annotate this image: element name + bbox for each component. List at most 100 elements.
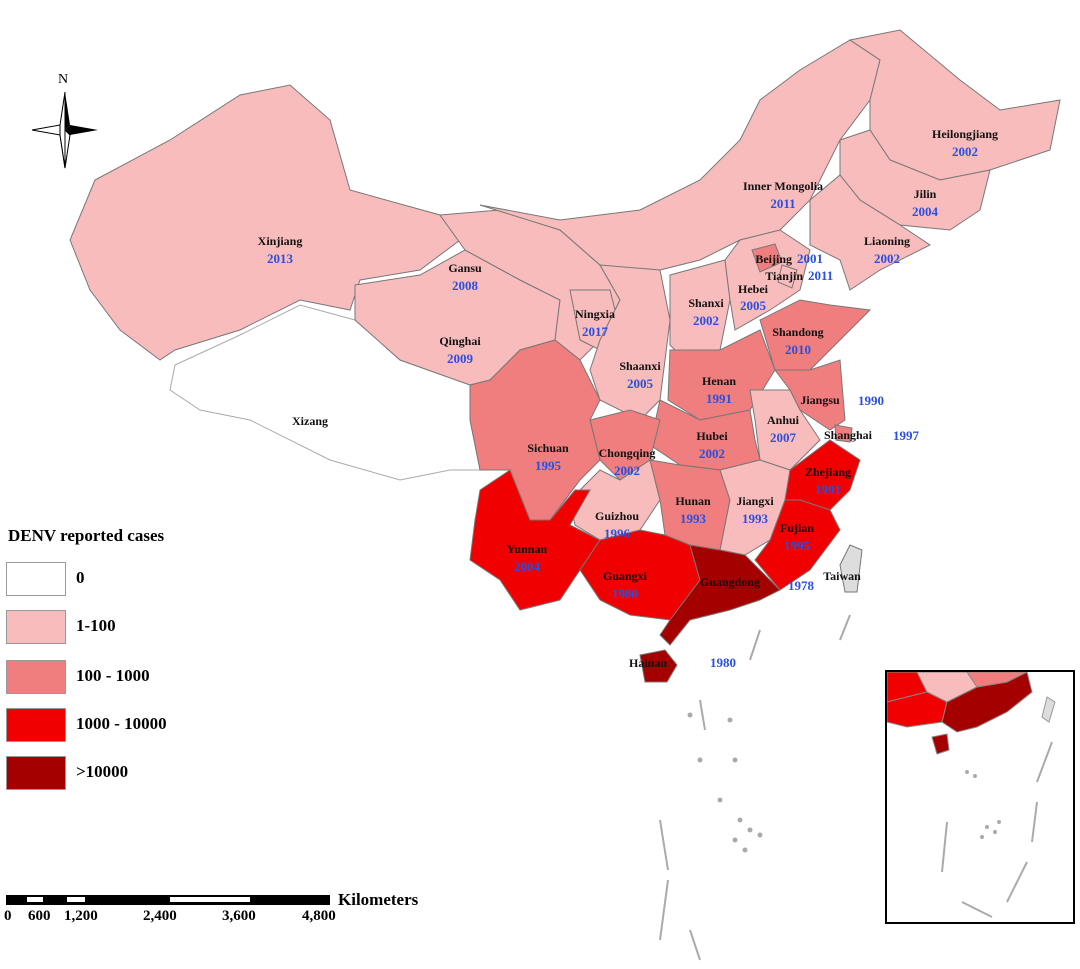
province-shape [754,499,841,591]
province-shape [469,339,601,521]
province-shaanxi [589,264,671,421]
first-report-year: 1978 [788,578,815,593]
first-report-year: 2010 [785,342,811,357]
first-report-year: 1991 [815,482,841,497]
scale-tick: 2,400 [143,908,177,924]
province-name: Henan [702,374,736,388]
province-labels: Xinjiang 2013 Xizang Qinghai 2009 Gansu 2008 In… [258,127,998,670]
first-report-year: 2009 [447,351,474,366]
north-label: N [58,72,69,87]
first-report-year: 2002 [614,463,640,478]
legend-item: 1000 - 10000 [6,708,306,744]
province-name: Qinghai [439,334,481,348]
first-report-year: 2005 [740,298,767,313]
province-tianjin [777,264,798,289]
province-shape [749,389,821,471]
province-name: Shanghai [824,428,873,442]
province-shape [839,544,863,593]
legend-title: DENV reported cases [8,526,165,545]
scale-bar [6,895,330,905]
first-report-year: 2002 [952,144,978,159]
first-report-year: 2008 [452,278,479,293]
legend-swatch [6,610,66,644]
compass-rose-icon [31,91,98,169]
legend-swatch [6,708,66,742]
province-name: Yunnan [507,542,548,556]
province-name: Hebei [738,282,769,296]
province-name: Tianjin [765,269,803,283]
province-jilin [839,129,991,231]
legend-swatch [6,562,66,596]
province-fujian [754,499,841,591]
province-name: Shaanxi [619,359,661,373]
scale-tick: 0 [4,908,12,924]
first-report-year: 2002 [693,313,719,328]
province-name: Anhui [767,413,800,427]
legend-item: 1-100 [6,610,306,646]
legend-label: 1-100 [76,616,116,635]
first-report-year: 1991 [706,391,732,406]
province-name: Xinjiang [258,234,303,248]
province-shape [659,544,781,646]
province-shape [724,229,811,331]
scale-tick: 1,200 [64,908,98,924]
scale-unit: Kilometers [338,890,419,909]
legend-swatch [6,660,66,694]
province-liaoning [809,174,931,291]
province-name: Shanxi [688,296,724,310]
province-name: Hainan [629,656,667,670]
first-report-year: 1990 [858,393,884,408]
province-hebei [724,229,811,331]
province-shape [589,264,671,421]
province-taiwan [839,544,863,593]
province-beijing [751,243,783,273]
province-name: Jiangsu [800,393,840,407]
province-name: Zhejiang [805,465,851,479]
first-report-year: 2005 [627,376,654,391]
province-shape [809,174,931,291]
province-shape [751,243,783,273]
province-name: Guangxi [603,569,648,583]
province-name: Chongqing [599,446,656,460]
first-report-year: 1980 [710,655,736,670]
inset-map [887,672,1056,918]
first-report-year: 1995 [784,538,811,553]
first-report-year: 2004 [912,204,939,219]
legend-label: >10000 [76,762,129,781]
first-report-year: 1995 [535,458,562,473]
first-report-year: 1980 [612,586,638,601]
first-report-year: 2011 [770,196,795,211]
scale-tick: 4,800 [302,908,336,924]
province-name: Heilongjiang [932,127,998,141]
legend-item: >10000 [6,756,306,792]
legend-label: 0 [76,568,85,587]
first-report-year: 2017 [582,324,609,339]
scale-tick: 600 [28,908,51,924]
legend-swatch [6,756,66,790]
legend-label: 1000 - 10000 [76,714,167,733]
province-name: Jilin [914,187,937,201]
province-name: Taiwan [823,569,861,583]
province-shape [69,84,461,361]
province-shape [777,264,798,289]
south-china-sea-inset [885,670,1075,924]
first-report-year: 2002 [699,446,725,461]
province-name: Guangdong [700,575,760,589]
province-sichuan [469,339,601,521]
first-report-year: 2001 [797,251,823,266]
province-shape [834,424,853,443]
province-anhui [749,389,821,471]
province-name: Ningxia [575,307,615,321]
province-shape [839,129,991,231]
province-name: Hubei [696,429,728,443]
province-name: Xizang [292,414,328,428]
first-report-year: 1993 [680,511,707,526]
province-name: Inner Mongolia [743,179,823,193]
province-name: Hunan [675,494,711,508]
province-name: Liaoning [864,234,910,248]
province-name: Shandong [772,325,823,339]
first-report-year: 2002 [874,251,900,266]
province-name: Sichuan [527,441,569,455]
first-report-year: 2011 [808,268,833,283]
